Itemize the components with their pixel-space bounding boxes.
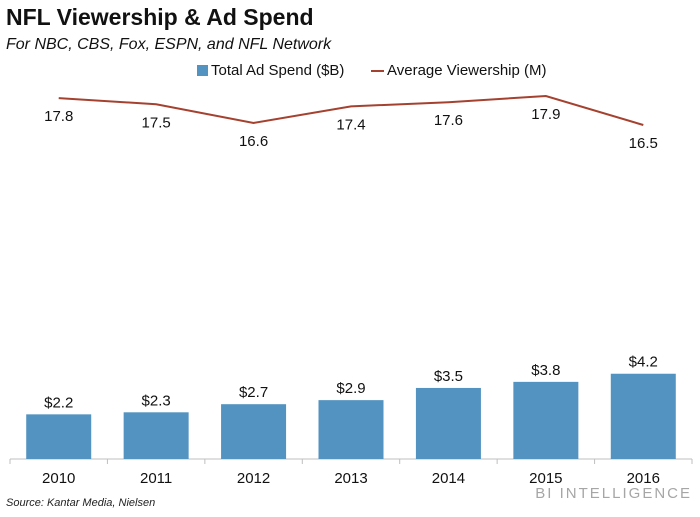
viewership-line [58, 94, 644, 126]
chart-subtitle: For NBC, CBS, Fox, ESPN, and NFL Network [6, 36, 332, 53]
bar-2013 [318, 400, 384, 459]
bar-label-2011: $2.3 [142, 392, 171, 409]
bar-2011 [123, 412, 189, 459]
x-tick-label-2016: 2016 [627, 470, 660, 487]
line-label-2015: 17.9 [531, 106, 560, 123]
bar-label-2015: $3.8 [531, 362, 560, 379]
bar-2012 [221, 404, 287, 459]
chart-title: NFL Viewership & Ad Spend [6, 4, 314, 30]
bar-2016 [610, 373, 676, 459]
x-tick-label-2015: 2015 [529, 470, 562, 487]
x-tick-label-2014: 2014 [432, 470, 465, 487]
x-tick-label-2013: 2013 [334, 470, 367, 487]
source-note: Source: Kantar Media, Nielsen [6, 497, 156, 509]
line-label-2012: 16.6 [239, 133, 268, 150]
bar-label-2012: $2.7 [239, 384, 268, 401]
legend-item-ad-spend: Total Ad Spend ($B) [197, 62, 344, 79]
legend-swatch-line [371, 69, 384, 72]
brand-logo: BI INTELLIGENCE [535, 485, 692, 502]
line-label-2013: 17.4 [336, 116, 365, 133]
line-label-2010: 17.8 [44, 108, 73, 125]
x-tick-label-2010: 2010 [42, 470, 75, 487]
legend-item-viewership: Average Viewership (M) [371, 62, 547, 79]
bar-label-2014: $3.5 [434, 368, 463, 385]
bar-2014 [415, 387, 481, 459]
legend-swatch-bar [197, 65, 208, 76]
bar-label-2013: $2.9 [336, 380, 365, 397]
legend-label-viewership: Average Viewership (M) [387, 62, 547, 79]
line-label-2016: 16.5 [629, 135, 658, 152]
line-label-2011: 17.5 [142, 114, 171, 131]
bar-label-2010: $2.2 [44, 394, 73, 411]
x-tick-label-2012: 2012 [237, 470, 270, 487]
legend-label-ad-spend: Total Ad Spend ($B) [211, 62, 345, 79]
bar-2010 [26, 414, 92, 459]
x-tick-label-2011: 2011 [140, 470, 172, 487]
bar-2015 [513, 381, 579, 459]
bar-label-2016: $4.2 [629, 354, 658, 371]
line-label-2014: 17.6 [434, 112, 463, 129]
